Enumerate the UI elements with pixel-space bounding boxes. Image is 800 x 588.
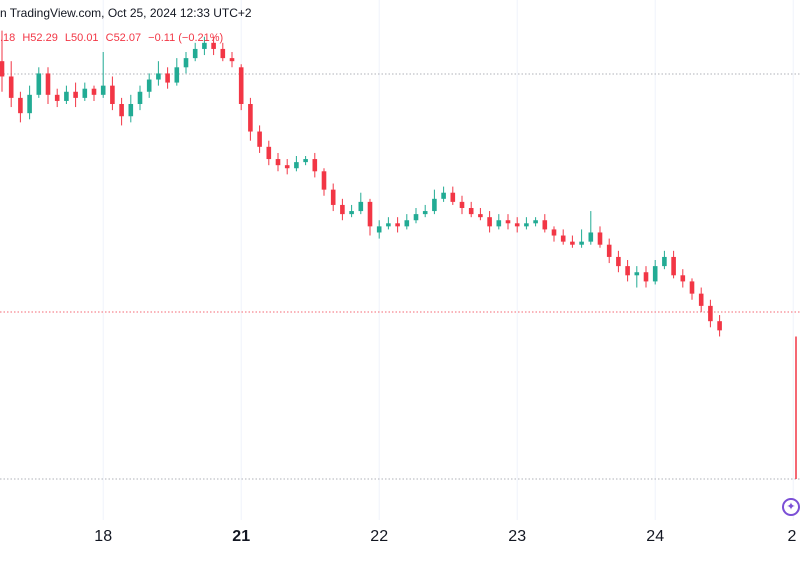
candle [312, 152, 318, 178]
candle [192, 42, 198, 62]
candle [321, 168, 327, 196]
candle [294, 156, 299, 172]
candle [183, 52, 189, 74]
candle [64, 85, 69, 104]
candle [165, 67, 170, 89]
candle [459, 195, 465, 215]
candle [680, 269, 686, 288]
candle [487, 211, 492, 233]
candle [505, 214, 511, 230]
candle [662, 250, 667, 270]
candle [386, 217, 391, 230]
candle [367, 198, 373, 236]
candle [257, 125, 262, 153]
scroll-to-realtime-button[interactable]: ✦ [782, 498, 800, 516]
chart-source-header: n TradingView.com, Oct 25, 2024 12:33 UT… [0, 6, 252, 20]
candle [18, 91, 23, 123]
candle [36, 67, 42, 98]
candle [0, 30, 5, 92]
candle [100, 52, 106, 98]
candle [560, 229, 566, 245]
x-tick-label: 24 [646, 528, 665, 545]
candle [82, 82, 88, 101]
candle [413, 208, 419, 224]
candle [708, 299, 713, 328]
candle [128, 94, 134, 123]
candle [643, 266, 649, 288]
ohlc-change: −0.11 (−0.21%) [148, 32, 224, 44]
candle [671, 250, 676, 279]
candle [542, 214, 548, 233]
sparkle-icon: ✦ [786, 501, 796, 513]
candle [689, 278, 695, 300]
candle [146, 73, 152, 98]
candle [468, 201, 474, 218]
candle [606, 238, 612, 264]
candle [211, 36, 216, 56]
candle [478, 208, 483, 221]
candle [570, 235, 575, 248]
candle [137, 85, 143, 111]
candle [27, 85, 32, 120]
candle [634, 266, 640, 288]
x-tick-label: 2 [787, 528, 797, 545]
candle [349, 204, 354, 218]
candle [496, 214, 502, 230]
x-axis[interactable]: 18 21 22 23 24 2 [0, 520, 800, 560]
candle [8, 61, 14, 108]
x-tick-label: 18 [94, 528, 113, 545]
candle [358, 192, 364, 215]
candle [330, 183, 336, 212]
candle [450, 186, 456, 205]
candle [248, 97, 253, 141]
chart-area[interactable] [0, 0, 800, 520]
candle [73, 82, 78, 108]
candle [579, 229, 584, 248]
ohlc-low: L50.01 [64, 32, 99, 44]
candle [551, 226, 557, 242]
candle [340, 198, 345, 221]
candle [652, 260, 658, 285]
candle [91, 85, 97, 101]
candle [45, 67, 51, 104]
candle [625, 260, 630, 282]
candle [266, 140, 272, 166]
ohlc-legend: .18 H52.29 L50.01 C52.07 −0.11 (−0.21%) [0, 32, 227, 44]
candle [119, 97, 124, 126]
candle [441, 186, 446, 202]
candle [275, 152, 281, 172]
candlestick-chart[interactable] [0, 0, 800, 520]
candle [404, 214, 410, 230]
candle [110, 76, 115, 111]
candle [514, 217, 520, 233]
candle [220, 42, 226, 62]
x-tick-label: 21 [232, 528, 251, 545]
candle [238, 64, 244, 111]
candle [717, 315, 722, 337]
candle [54, 88, 60, 108]
candle [229, 52, 235, 68]
ohlc-close: C52.07 [105, 32, 142, 44]
candle [174, 58, 180, 86]
ohlc-open: .18 [0, 32, 16, 44]
candle [284, 159, 290, 175]
candle [303, 156, 308, 166]
ohlc-high: H52.29 [22, 32, 58, 44]
candle [597, 226, 603, 248]
candle [156, 61, 161, 86]
candle [588, 211, 594, 245]
candle [698, 287, 704, 312]
candle [395, 217, 400, 233]
candle [376, 220, 382, 239]
candle [616, 250, 621, 273]
x-tick-label: 23 [508, 528, 527, 545]
x-tick-label: 22 [370, 528, 389, 545]
candle [202, 36, 207, 56]
candle [422, 204, 428, 218]
candle [533, 217, 538, 227]
candle [432, 189, 437, 215]
candle [524, 217, 529, 230]
